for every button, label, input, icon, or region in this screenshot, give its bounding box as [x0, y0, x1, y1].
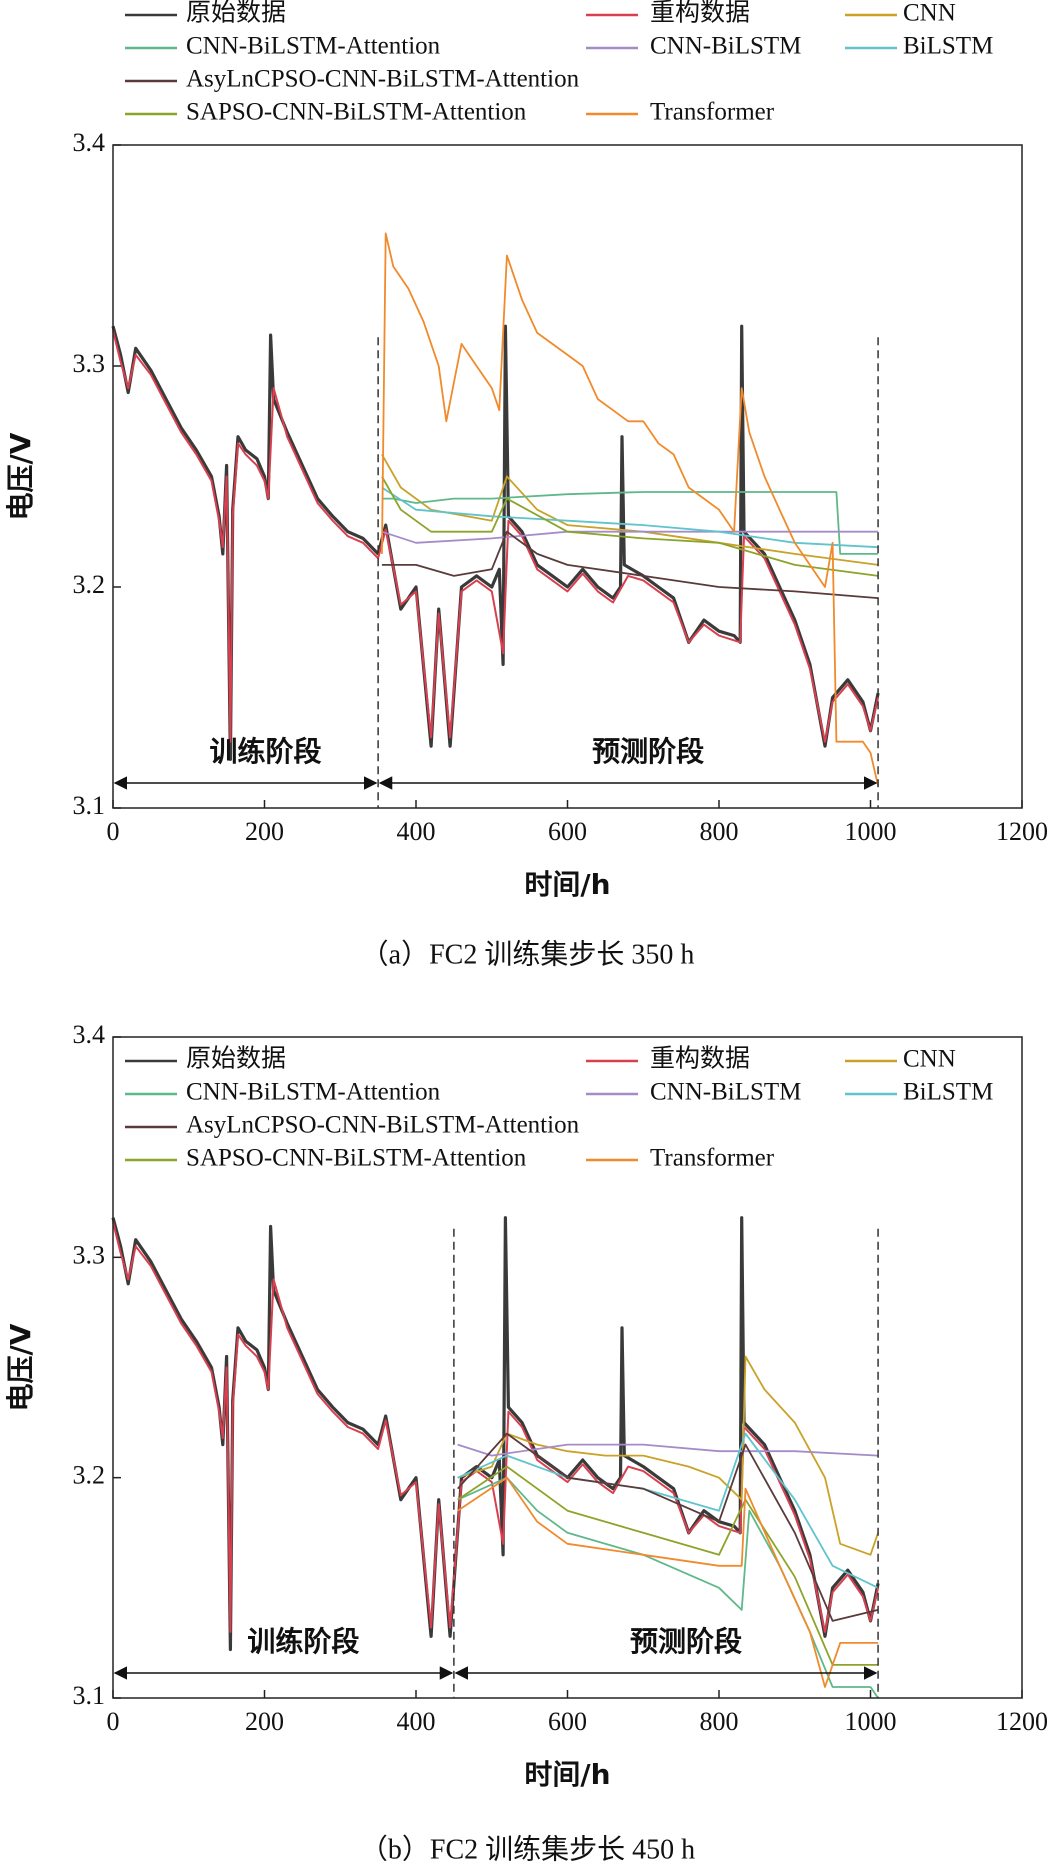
series-line: [112, 330, 880, 743]
legend-label: CNN-BiLSTM-Attention: [186, 33, 441, 60]
y-tick-label: 3.4: [73, 1020, 106, 1049]
series-line: [457, 1476, 879, 1688]
legend-label: SAPSO-CNN-BiLSTM-Attention: [186, 1145, 527, 1172]
legend-label: 原始数据: [186, 1045, 286, 1073]
x-tick-label: 200: [245, 1707, 284, 1736]
series-line: [381, 530, 879, 544]
series-line: [381, 476, 879, 577]
series-line: [381, 530, 879, 599]
legend-label: 重构数据: [650, 0, 750, 27]
series-line: [457, 1476, 879, 1699]
series-line: [457, 1465, 879, 1666]
series-line: [381, 232, 879, 787]
x-tick-label: 800: [700, 1707, 739, 1736]
phase-label: 预测阶段: [630, 1625, 742, 1658]
x-axis-label: 时间/h: [524, 868, 610, 901]
x-tick-label: 600: [548, 1707, 587, 1736]
legend-label: CNN-BiLSTM: [650, 33, 801, 60]
legend-label: CNN: [903, 0, 956, 27]
plot-frame: [112, 144, 1023, 809]
legend-label: Transformer: [650, 99, 775, 126]
phase-label: 预测阶段: [592, 735, 704, 768]
y-tick-label: 3.3: [73, 349, 106, 378]
caption: （a）FC2 训练集步长 350 h: [361, 938, 695, 970]
legend-label: BiLSTM: [903, 1079, 993, 1106]
legend-label: Transformer: [650, 1145, 775, 1172]
y-axis-label: 电压/V: [4, 432, 37, 520]
legend-label: 原始数据: [186, 0, 286, 27]
legend-label: SAPSO-CNN-BiLSTM-Attention: [186, 99, 527, 126]
legend-label: BiLSTM: [903, 33, 993, 60]
series-line: [457, 1355, 879, 1556]
series-line: [457, 1432, 879, 1589]
x-tick-label: 1000: [845, 1707, 897, 1736]
legend-label: AsyLnCPSO-CNN-BiLSTM-Attention: [186, 66, 580, 93]
series-line: [457, 1432, 879, 1622]
y-tick-label: 3.3: [73, 1240, 106, 1269]
series-line: [112, 1221, 880, 1633]
x-tick-label: 0: [107, 817, 120, 846]
x-tick-label: 400: [397, 817, 436, 846]
y-tick-label: 3.4: [73, 128, 106, 157]
x-tick-label: 200: [245, 817, 284, 846]
legend-label: CNN-BiLSTM-Attention: [186, 1079, 441, 1106]
phase-label: 训练阶段: [210, 735, 322, 768]
y-axis-label: 电压/V: [4, 1323, 37, 1411]
x-tick-label: 1200: [996, 817, 1048, 846]
x-axis-label: 时间/h: [524, 1758, 610, 1791]
phase-label: 训练阶段: [247, 1625, 359, 1658]
legend-label: 重构数据: [650, 1045, 750, 1073]
x-tick-label: 400: [397, 1707, 436, 1736]
series-line: [381, 453, 879, 566]
y-tick-label: 3.1: [73, 1681, 106, 1710]
y-tick-label: 3.2: [73, 1461, 106, 1490]
series-line: [381, 486, 879, 549]
y-tick-label: 3.1: [73, 791, 106, 820]
x-tick-label: 1200: [996, 1707, 1048, 1736]
legend-label: CNN: [903, 1046, 956, 1073]
series-line: [381, 491, 879, 555]
legend-label: CNN-BiLSTM: [650, 1079, 801, 1106]
x-tick-label: 600: [548, 817, 587, 846]
series-line: [457, 1443, 879, 1457]
x-tick-label: 0: [107, 1707, 120, 1736]
caption: （b）FC2 训练集步长 450 h: [360, 1833, 695, 1865]
legend-label: AsyLnCPSO-CNN-BiLSTM-Attention: [186, 1112, 580, 1139]
x-tick-label: 800: [700, 817, 739, 846]
x-tick-label: 1000: [845, 817, 897, 846]
y-tick-label: 3.2: [73, 570, 106, 599]
